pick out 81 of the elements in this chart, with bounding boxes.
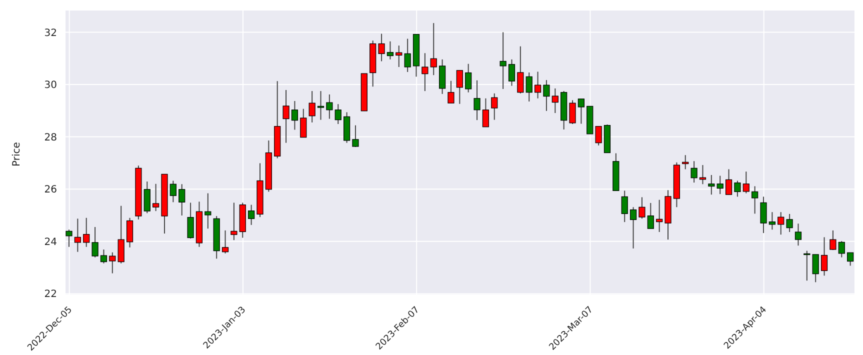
y-tick-label: 24 bbox=[44, 236, 57, 248]
candlestick bbox=[474, 80, 480, 121]
y-tick-label: 22 bbox=[44, 289, 57, 300]
candlestick bbox=[438, 58, 446, 94]
candlestick bbox=[838, 240, 845, 258]
candlestick bbox=[344, 112, 350, 144]
candlestick bbox=[794, 223, 802, 246]
candlestick bbox=[204, 192, 212, 230]
candlestick bbox=[760, 196, 767, 234]
candlestick bbox=[820, 236, 828, 276]
candlestick bbox=[396, 45, 402, 68]
y-tick-label: 28 bbox=[44, 132, 57, 144]
candlestick bbox=[682, 154, 689, 170]
candlestick bbox=[621, 190, 628, 223]
candlestick bbox=[699, 164, 706, 185]
candlestick bbox=[595, 126, 602, 146]
y-tick-label: 30 bbox=[44, 80, 57, 92]
candlestick bbox=[66, 229, 72, 248]
candlestick bbox=[812, 254, 819, 283]
candlestick bbox=[404, 38, 411, 72]
candlestick bbox=[378, 33, 385, 62]
candlestick bbox=[222, 230, 229, 254]
candlestick bbox=[804, 250, 810, 282]
y-axis-title: Price bbox=[12, 142, 23, 166]
candlestick bbox=[144, 181, 150, 214]
candlestick bbox=[448, 80, 454, 104]
candlestick bbox=[465, 63, 472, 93]
candlestick bbox=[386, 40, 394, 60]
candlestick bbox=[778, 212, 784, 236]
candlestick bbox=[526, 72, 532, 102]
candlestick bbox=[83, 217, 90, 248]
y-tick-label: 26 bbox=[44, 184, 57, 196]
candlestick bbox=[109, 252, 116, 274]
candlestick bbox=[482, 98, 490, 128]
candlestick bbox=[187, 202, 194, 240]
candlestick bbox=[248, 204, 255, 226]
candlestick bbox=[100, 249, 108, 264]
candlestick bbox=[742, 171, 750, 194]
candlestick bbox=[578, 98, 584, 124]
candlestick bbox=[508, 58, 516, 86]
candlestick bbox=[317, 90, 324, 120]
candlestick bbox=[656, 199, 663, 232]
candlestick bbox=[734, 180, 741, 198]
candlestick bbox=[126, 217, 134, 248]
candlestick bbox=[430, 22, 437, 76]
candlestick bbox=[517, 46, 524, 94]
candlestick bbox=[552, 88, 558, 114]
candlestick bbox=[282, 90, 290, 144]
candlestick bbox=[534, 71, 542, 99]
candlestick bbox=[847, 252, 854, 266]
candlestick bbox=[74, 218, 81, 252]
candlestick bbox=[92, 226, 98, 258]
candlestick bbox=[352, 124, 359, 148]
candlestick bbox=[690, 160, 698, 184]
candlestick bbox=[152, 183, 160, 212]
candlestick bbox=[178, 184, 186, 216]
candlestick bbox=[118, 205, 124, 264]
candlestick bbox=[500, 32, 506, 90]
y-tick-label: 32 bbox=[44, 28, 57, 39]
candlestick bbox=[716, 175, 724, 195]
candlestick bbox=[300, 108, 307, 138]
candlestick bbox=[334, 104, 342, 124]
candlestick bbox=[291, 100, 298, 130]
candlestick bbox=[630, 206, 637, 249]
candlestick bbox=[230, 202, 238, 241]
candlestick bbox=[456, 70, 463, 104]
candlestick bbox=[752, 186, 758, 214]
candlestick bbox=[638, 196, 646, 220]
candlestick bbox=[569, 100, 576, 124]
candlestick bbox=[708, 174, 715, 196]
candlestick bbox=[326, 94, 333, 120]
candlestick bbox=[830, 230, 836, 251]
candlestick bbox=[170, 180, 176, 203]
candlestick bbox=[308, 90, 316, 123]
candlestick bbox=[543, 80, 550, 112]
candlestick bbox=[725, 168, 732, 196]
candlestick bbox=[768, 212, 776, 230]
candlestick bbox=[786, 213, 793, 232]
candlestick bbox=[647, 202, 654, 230]
candlestick bbox=[491, 92, 498, 120]
candlestick bbox=[422, 52, 428, 92]
